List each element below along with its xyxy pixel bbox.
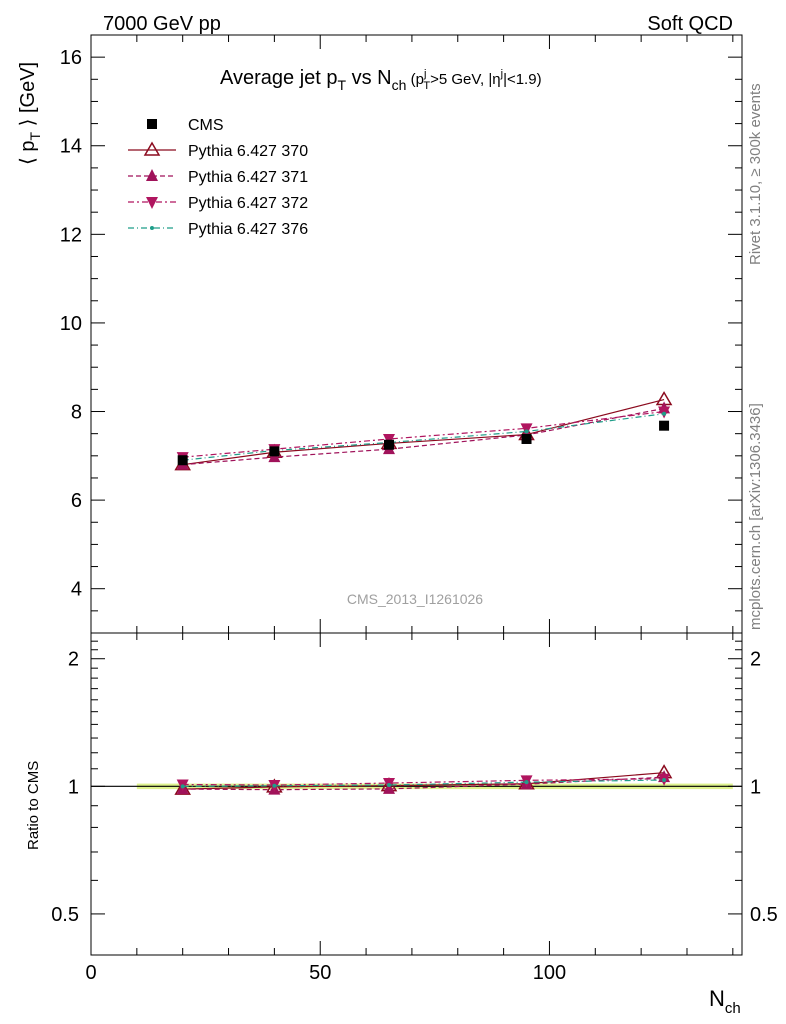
legend-label: Pythia 6.427 371 xyxy=(188,169,308,186)
title-main: Average jet p xyxy=(220,67,338,89)
ratio-y-tick-label: 1 xyxy=(68,776,79,798)
series-line xyxy=(182,398,665,466)
legend-entry-pythia-6-427-370: Pythia 6.427 370 xyxy=(128,141,308,160)
legend-label: Pythia 6.427 372 xyxy=(188,195,308,212)
chart-title: Average jet pT vs Nch (pj T>5 GeV, |ηj|<1… xyxy=(220,67,542,93)
data-point xyxy=(524,429,529,434)
title-vs-sub: ch xyxy=(392,77,407,93)
ratio-line xyxy=(182,779,665,787)
y-tick-label: 4 xyxy=(71,579,82,601)
rivet-label: Rivet 3.1.10, ≥ 300k events xyxy=(747,83,764,265)
ylabel-close: ⟩ [GeV] xyxy=(17,62,39,132)
ratio-y-tick-label-right: 0.5 xyxy=(750,904,778,926)
legend-entry-pythia-6-427-372: Pythia 6.427 372 xyxy=(128,195,308,212)
xlabel-main: N xyxy=(709,986,725,1011)
analysis-watermark: CMS_2013_I1261026 xyxy=(347,591,483,607)
legend-entry-cms: CMS xyxy=(147,117,224,134)
ratio-point xyxy=(662,777,667,782)
ratio-y-tick-label-right: 2 xyxy=(750,649,761,671)
ylabel-sub: T xyxy=(27,132,43,141)
ratio-point xyxy=(386,783,391,788)
legend-marker xyxy=(150,226,154,230)
series-pythia-6-427-371 xyxy=(176,401,671,470)
title-cut-open: (p xyxy=(406,71,424,88)
header-right: Soft QCD xyxy=(647,13,733,35)
ratio-series-pythia-6-427-376 xyxy=(180,777,667,789)
title-main-sub: T xyxy=(338,77,347,93)
ratio-y-tick-label: 0.5 xyxy=(51,904,79,926)
x-tick-label: 0 xyxy=(85,962,96,984)
data-point xyxy=(659,420,670,431)
data-point xyxy=(521,433,532,444)
legend-entry-pythia-6-427-371: Pythia 6.427 371 xyxy=(128,169,308,186)
x-tick-label: 50 xyxy=(309,962,331,984)
series-cms xyxy=(177,420,670,466)
ratio-series-group xyxy=(174,764,673,795)
legend-marker xyxy=(147,119,157,129)
legend-label: Pythia 6.427 370 xyxy=(188,143,308,160)
ratio-point xyxy=(272,783,277,788)
title-cut-sup: j xyxy=(423,68,426,80)
y-tick-label: 14 xyxy=(60,136,82,158)
legend-label: Pythia 6.427 376 xyxy=(188,221,308,238)
series-line xyxy=(182,413,665,461)
y-tick-label: 10 xyxy=(60,313,82,335)
main-series-group xyxy=(174,391,673,471)
y-tick-label: 16 xyxy=(60,47,82,69)
title-cut-close: |<1.9) xyxy=(503,71,542,88)
data-point xyxy=(383,439,394,450)
legend-marker xyxy=(143,141,161,156)
legend-label: CMS xyxy=(188,117,224,134)
data-point xyxy=(269,446,280,457)
y-tick-label: 6 xyxy=(71,490,82,512)
main-axis-ticks: 4 6 8 10 12 14 16 xyxy=(60,34,742,634)
title-cut-mid: >5 GeV, |η xyxy=(430,71,500,88)
legend-marker xyxy=(146,169,158,181)
header-left: 7000 GeV pp xyxy=(103,13,221,35)
legend-marker xyxy=(146,197,158,209)
x-tick-label: 100 xyxy=(533,962,566,984)
ratio-y-tick-label-right: 1 xyxy=(750,776,761,798)
data-point xyxy=(662,411,667,416)
ratio-y-tick-label: 2 xyxy=(68,649,79,671)
ratio-y-axis-label: Ratio to CMS xyxy=(25,761,42,850)
series-line xyxy=(182,410,665,458)
legend: CMS Pythia 6.427 370 Pythia 6.427 371 Pythi… xyxy=(128,117,308,238)
ratio-point xyxy=(180,784,185,789)
y-axis-label: ⟨ pT ⟩ [GeV] xyxy=(17,62,43,165)
series-pythia-6-427-370 xyxy=(174,391,673,471)
title-cut-sup2: j xyxy=(500,68,503,80)
data-point xyxy=(520,423,533,436)
xlabel-sub: ch xyxy=(725,1000,741,1017)
data-point xyxy=(177,455,188,466)
y-tick-label: 12 xyxy=(60,224,82,246)
ratio-panel-frame xyxy=(90,632,743,956)
title-cut-sub: T xyxy=(423,80,430,92)
ratio-point xyxy=(524,780,529,785)
mcplots-label: mcplots.cern.ch [arXiv:1306.3436] xyxy=(747,403,764,630)
x-axis-label: Nch xyxy=(709,986,741,1017)
ratio-axis-ticks: 0.5 0.5 1 1 2 2 0 50 100 xyxy=(51,632,778,984)
y-tick-label: 8 xyxy=(71,402,82,424)
legend-entry-pythia-6-427-376: Pythia 6.427 376 xyxy=(128,221,308,238)
title-vs: vs N xyxy=(346,67,392,89)
ylabel-open: ⟨ p xyxy=(17,141,39,165)
